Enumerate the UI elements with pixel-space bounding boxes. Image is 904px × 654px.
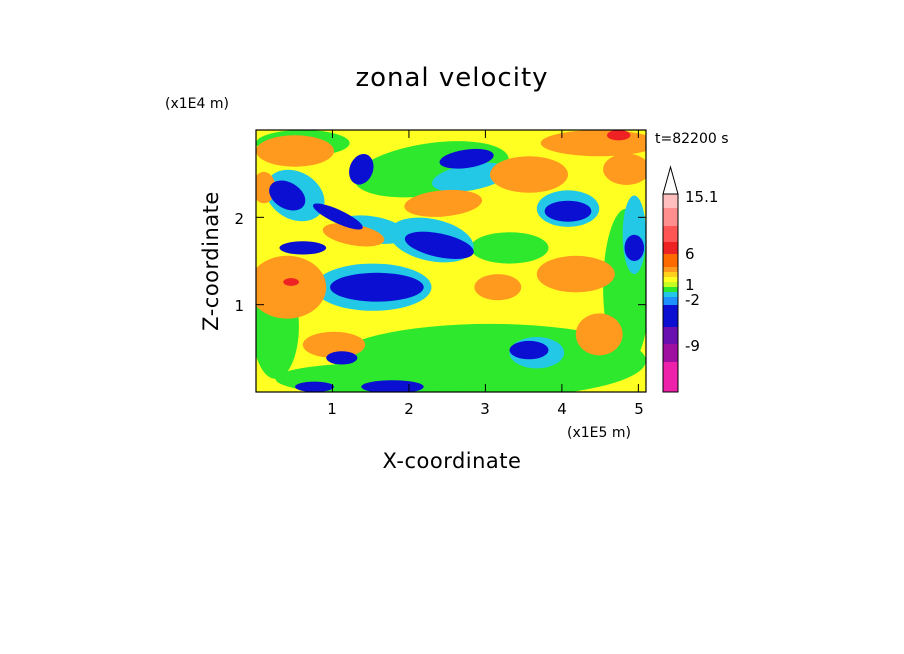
velocity-blob: [279, 241, 327, 255]
velocity-blob: [349, 154, 374, 185]
chart-title: zonal velocity: [355, 63, 548, 93]
velocity-blob: [540, 130, 646, 157]
x-tick-label-5: 5: [634, 400, 644, 418]
colorbar-swatch: [663, 282, 678, 287]
velocity-blob: [313, 203, 363, 230]
y-tick-label-2: 2: [234, 210, 244, 228]
colorbar-swatch: [663, 267, 678, 272]
velocity-blob: [544, 200, 592, 222]
velocity-blob: [509, 340, 549, 360]
colorbar-swatch: [663, 327, 678, 344]
colorbar-swatch: [663, 297, 678, 305]
colorbar-swatch: [663, 287, 678, 292]
velocity-blob: [490, 156, 568, 193]
velocity-field: [256, 130, 646, 392]
colorbar-swatch: [663, 344, 678, 362]
colorbar-swatch: [663, 226, 678, 242]
y-tick-label-1: 1: [234, 297, 244, 315]
colorbar-label-minus9: -9: [685, 337, 700, 355]
velocity-blob: [326, 351, 358, 365]
velocity-blob: [607, 130, 631, 141]
velocity-blob: [404, 231, 474, 259]
colorbar: 15.1 6 1 -2 -9: [662, 165, 718, 393]
velocity-blob: [302, 331, 366, 358]
colorbar-swatch: [663, 277, 678, 282]
colorbar-label-1: 1: [685, 276, 695, 294]
velocity-blob: [322, 223, 385, 247]
colorbar-swatch: [663, 208, 678, 226]
colorbar-swatch: [663, 194, 678, 208]
velocity-blob: [474, 274, 522, 301]
colorbar-swatch: [663, 242, 678, 254]
velocity-blob: [575, 313, 623, 356]
plot-frame: [255, 129, 647, 393]
velocity-blob: [536, 255, 615, 293]
colorbar-swatch: [663, 305, 678, 327]
colorbar-label-15.1: 15.1: [685, 188, 718, 206]
x-axis-label: X-coordinate: [383, 449, 522, 473]
velocity-blob: [295, 381, 334, 392]
x-scale-label: (x1E5 m): [567, 425, 631, 441]
colorbar-swatch: [663, 254, 678, 267]
colorbar-swatch: [663, 272, 678, 277]
colorbar-arrow: [662, 165, 679, 195]
y-axis-label: Z-coordinate: [199, 191, 223, 331]
colorbar-swatch: [663, 362, 678, 392]
velocity-blob: [330, 272, 424, 302]
colorbar-swatches: [662, 165, 679, 393]
colorbar-frame: [662, 193, 679, 393]
velocity-blob: [439, 148, 494, 169]
velocity-blob: [361, 380, 424, 392]
velocity-blob: [283, 278, 299, 286]
velocity-blob: [470, 232, 549, 264]
velocity-blob: [603, 153, 646, 185]
plot-area: [255, 129, 647, 393]
velocity-blob: [256, 255, 327, 319]
velocity-blob: [624, 234, 645, 261]
colorbar-swatch: [663, 292, 678, 297]
x-tick-label-4: 4: [557, 400, 567, 418]
colorbar-label-6: 6: [685, 245, 695, 263]
x-tick-label-3: 3: [480, 400, 490, 418]
x-tick-label-1: 1: [327, 400, 337, 418]
velocity-blob: [404, 189, 483, 217]
time-label: t=82200 s: [655, 131, 729, 147]
y-scale-label: (x1E4 m): [165, 96, 229, 112]
x-tick-label-2: 2: [404, 400, 414, 418]
axis-ticks: [256, 130, 646, 392]
colorbar-label-minus2: -2: [685, 291, 700, 309]
velocity-blob: [269, 180, 306, 211]
velocity-blob: [256, 135, 334, 167]
velocity-blob: [432, 162, 509, 192]
